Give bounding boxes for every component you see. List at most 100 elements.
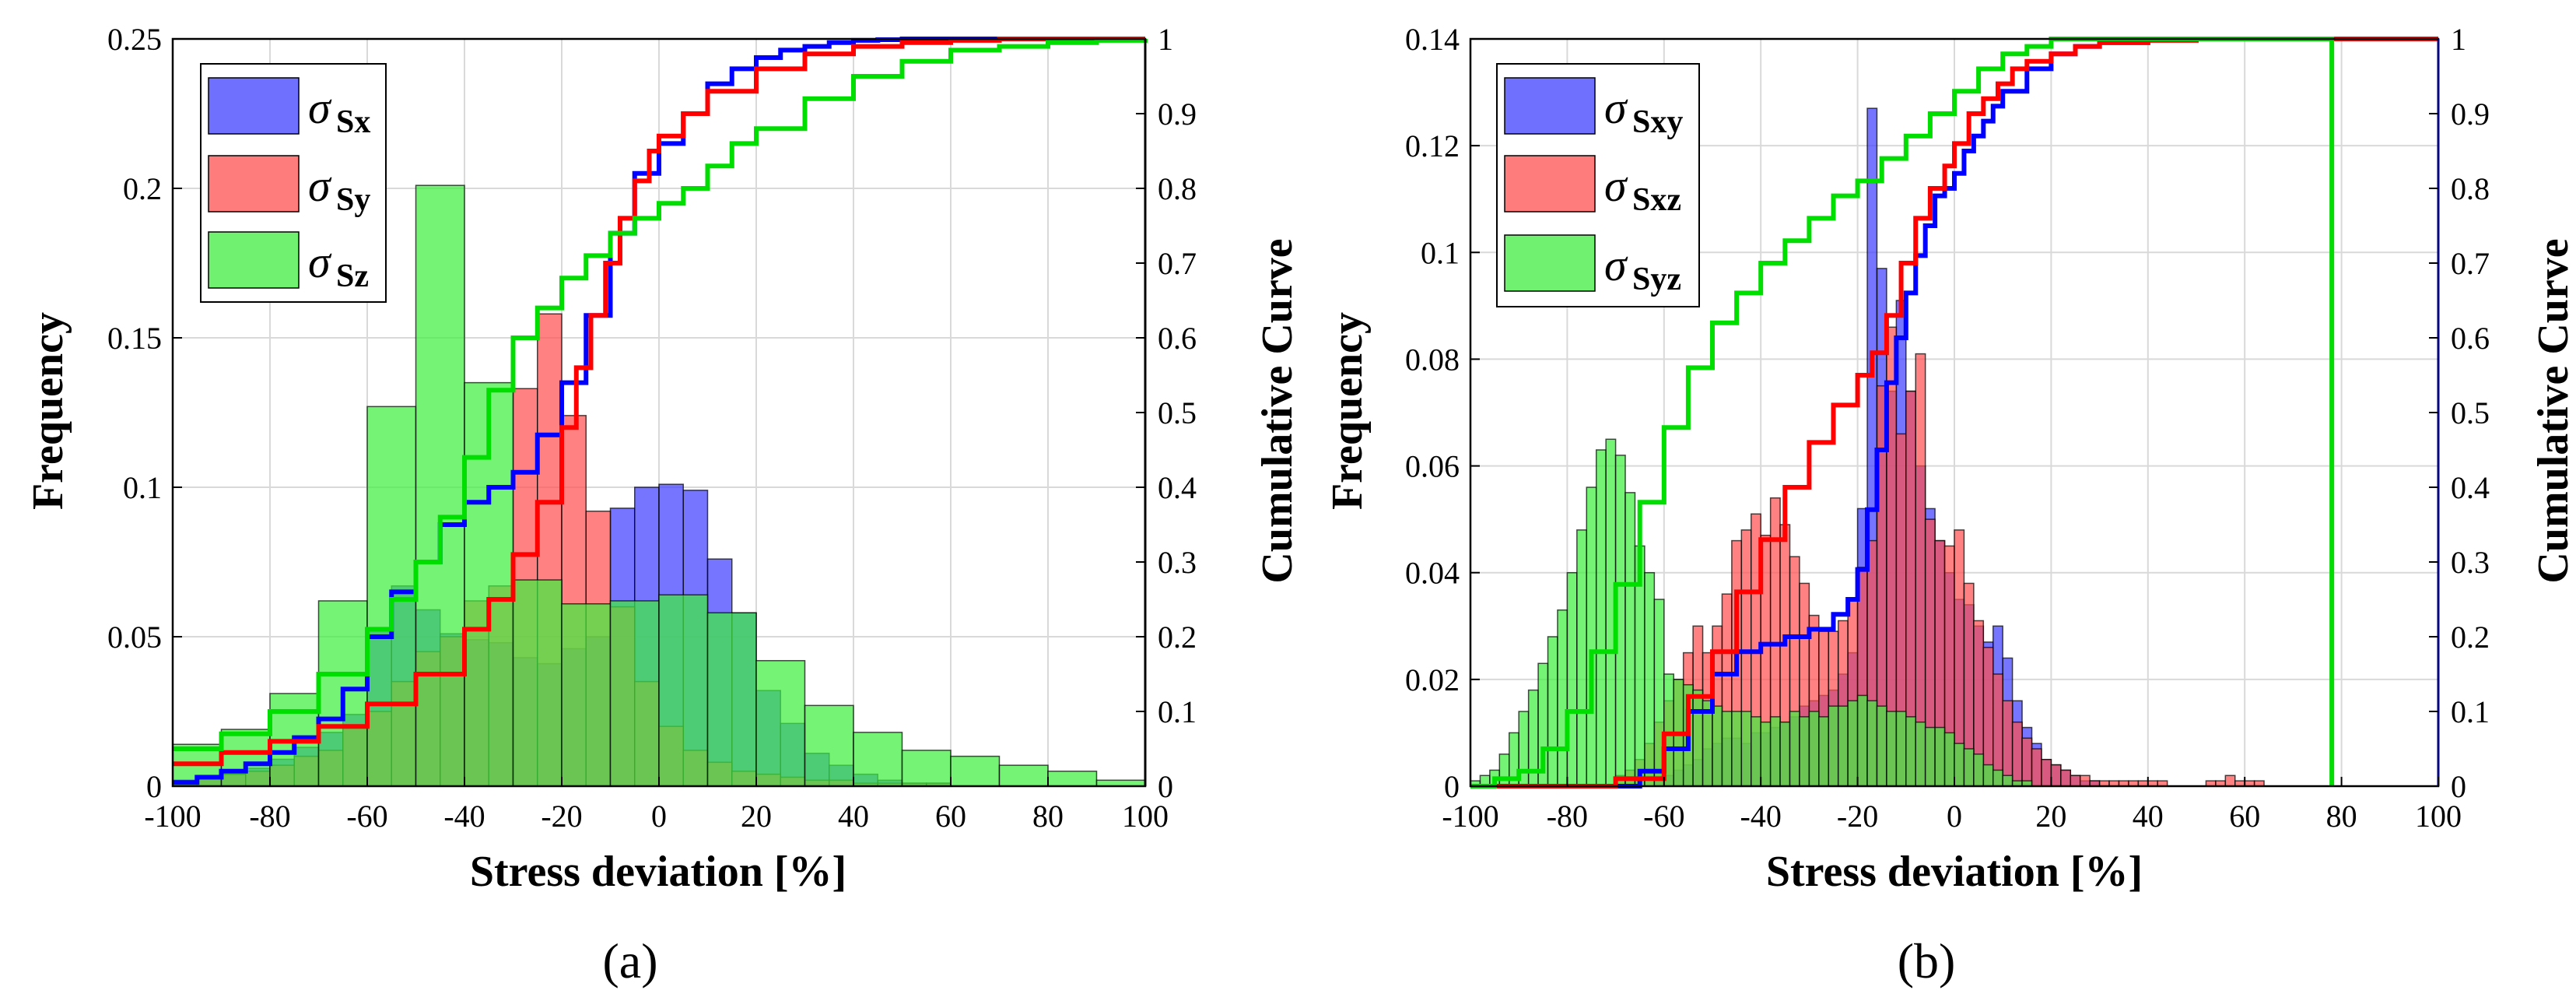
x-tick-label: -20 [1837,799,1878,834]
bar-syz [1576,529,1588,787]
bar-syz [1721,711,1733,787]
bar-syz [1586,486,1597,787]
bar-sz [512,579,563,787]
x-tick-label: 80 [2326,799,2357,834]
y2-tick-label: 0.5 [1158,395,1197,430]
x-tick-label: -60 [346,799,387,834]
legend-swatch-sx [208,77,300,135]
x-tick-label: 100 [1122,799,1169,834]
y2-tick-label: 0.6 [1158,321,1197,356]
bar-sz [1047,771,1098,787]
bar-syz [1731,711,1743,787]
legend-sub-syz: Syz [1632,262,1681,297]
bar-syz [1595,449,1607,787]
y-ticks-b: 0 0.02 0.04 0.06 0.08 0.1 0.12 0.14 [1405,22,1480,804]
y-tick-label: 0.08 [1405,342,1460,377]
legend-sub-sxy: Sxy [1632,104,1683,140]
bar-sz [755,659,806,787]
y2-ticks-a: 0 0.1 0.2 0.3 0.4 0.5 0.6 0.7 0.8 0.9 1 [1136,22,1197,804]
x-tick-label: -60 [1643,799,1684,834]
cumulative-sxz [1470,37,2438,789]
y2-tick-label: 0.9 [2451,97,2490,132]
bar-sxz [2070,774,2081,787]
x-tick-label: -100 [144,799,201,834]
y2-axis-label-b: Cumulative Curve [2529,238,2576,583]
x-tick-label: -80 [1547,799,1588,834]
legend-a: σ Sx σ Sy σ Sz [200,63,387,303]
y2-tick-label: 0 [1158,769,1173,804]
bar-syz [1973,753,1985,787]
cumulative-syz [1470,37,2335,789]
bar-sz [853,732,903,787]
y-axis-label-a: Frequency [24,312,72,510]
y2-tick-label: 0.2 [2451,620,2490,655]
legend-swatch-sxy [1504,77,1596,135]
bar-sz [901,750,952,787]
bar-sz [658,594,709,787]
y-tick-label: 0.04 [1405,556,1460,591]
y2-tick-label: 0.8 [2451,171,2490,206]
legend-b: σ Sxy σ Sxz σ Syz [1496,63,1700,307]
y2-ticks-b: 0 0.1 0.2 0.3 0.4 0.5 0.6 0.7 0.8 0.9 1 [2429,22,2490,804]
x-tick-label: -80 [249,799,290,834]
bar-syz [1847,700,1859,787]
legend-swatch-syz [1504,234,1596,292]
legend-swatch-sxz [1504,155,1596,212]
y2-tick-label: 0.6 [2451,321,2490,356]
bar-syz [1692,689,1704,787]
x-axis-label-a: Stress deviation [%] [470,848,846,896]
legend-sub-sx: Sx [336,104,370,140]
y2-tick-label: 0.7 [1158,246,1197,281]
y2-tick-label: 0.5 [2451,395,2490,430]
y-tick-label: 0.15 [107,321,162,356]
y2-axis-label-a: Cumulative Curve [1253,238,1302,583]
y2-tick-label: 0 [2451,769,2466,804]
y2-tick-label: 1 [1158,22,1173,57]
bar-syz [1624,492,1636,787]
y2-tick-label: 1 [2451,22,2466,57]
bar-syz [1915,721,1926,787]
x-tick-label: 40 [838,799,869,834]
bar-syz [1886,711,1898,787]
bar-syz [1769,716,1781,787]
panel-a: -100 -80 -60 -40 -20 0 20 40 60 80 100 0 0.05 0.1 0.1… [24,22,1302,989]
legend-symbol-sy: σ [308,160,332,211]
legend-symbol-sxz: σ [1604,160,1628,211]
y-tick-label: 0.02 [1405,662,1460,697]
bar-syz [1808,711,1820,787]
cumulative-sz [173,37,1148,751]
y-tick-label: 0.25 [107,22,162,57]
legend-symbol-sxy: σ [1604,83,1628,133]
y-tick-label: 0.14 [1405,22,1460,57]
y-tick-label: 0.1 [1421,235,1460,270]
legend-sub-sz: Sz [336,258,369,294]
bar-sz [998,764,1049,787]
cumulative-curves-b [1470,37,2438,789]
legend-symbol-sx: σ [308,83,332,133]
x-tick-label: -40 [1740,799,1782,834]
bar-syz [1924,726,1936,787]
bar-syz [1644,571,1656,787]
legend-symbol-syz: σ [1604,240,1628,290]
y2-tick-label: 0.3 [2451,545,2490,580]
bar-syz [2002,774,2013,787]
bar-syz [1789,711,1800,787]
y2-tick-label: 0.4 [1158,470,1197,505]
x-tick-label: 60 [935,799,966,834]
bar-syz [1963,748,1975,787]
legend-sub-sxz: Sxz [1632,182,1681,218]
bar-syz [1547,636,1558,787]
bar-syz [1943,732,1955,787]
bar-syz [1498,753,1510,787]
bar-sz [561,603,612,787]
bar-syz [1982,764,1994,787]
bar-syz [1895,711,1907,787]
bar-sz [950,755,1001,787]
bar-sxz [2021,737,2033,787]
panel-label-b: (b) [1898,933,1956,989]
bar-syz [1828,705,1839,787]
bar-syz [1934,726,1946,787]
y2-tick-label: 0.4 [2451,470,2490,505]
y-tick-label: 0.12 [1405,128,1460,163]
bar-sz [804,704,854,787]
